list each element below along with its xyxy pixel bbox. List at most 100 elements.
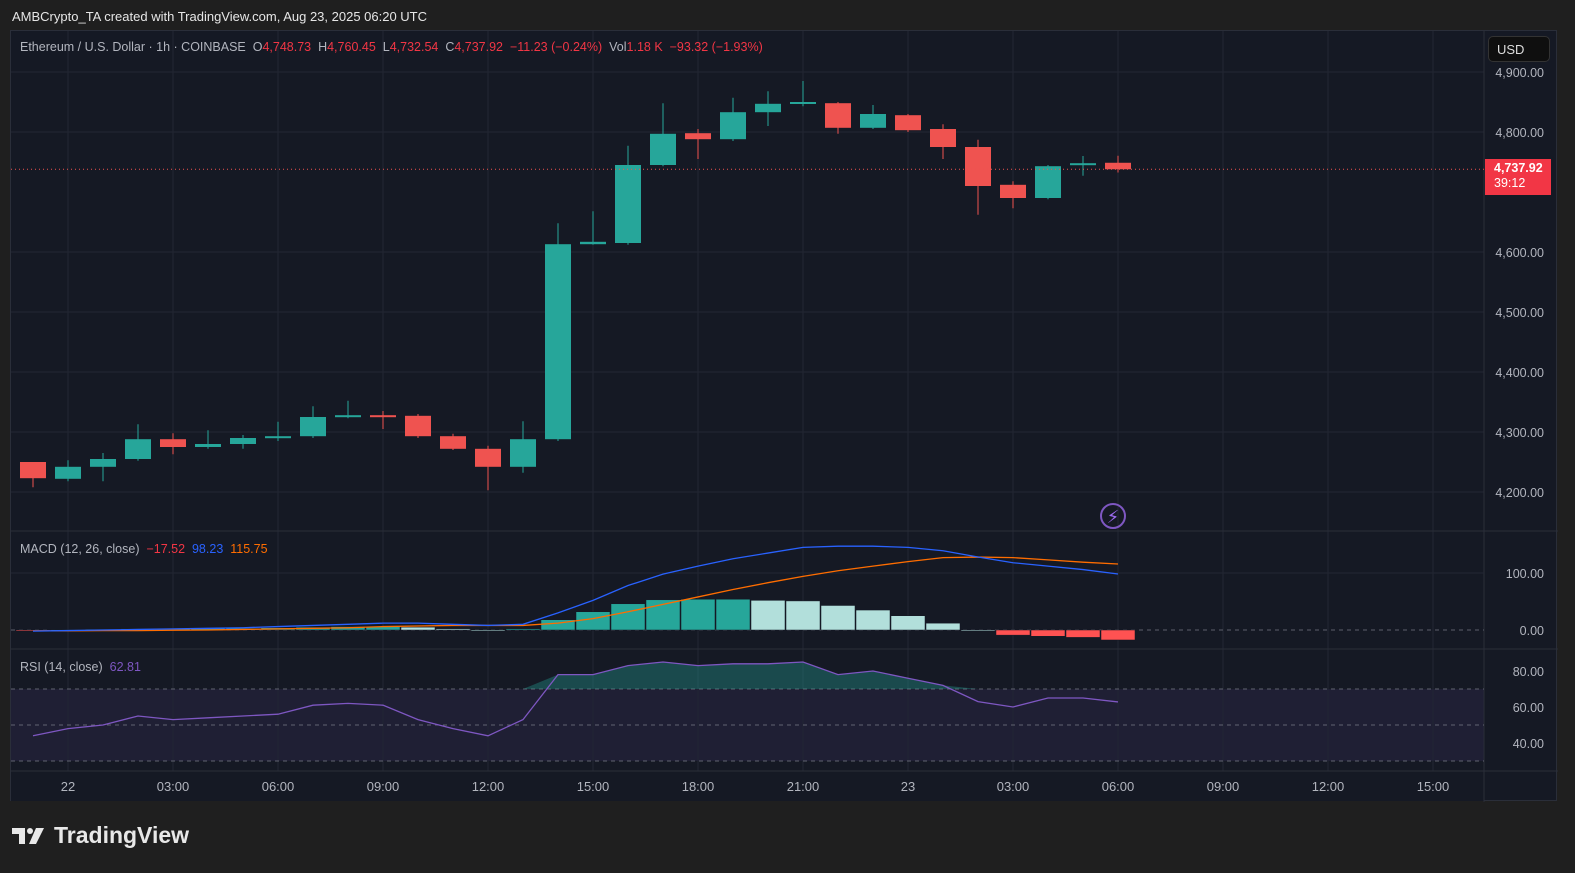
chart-credit: AMBCrypto_TA created with TradingView.co… [12, 9, 428, 24]
candle-body [615, 165, 641, 243]
candle-body [405, 415, 431, 437]
high-label: H [318, 40, 328, 54]
time-axis-label: 03:00 [997, 779, 1030, 794]
time-axis-label: 09:00 [367, 779, 400, 794]
candle-body [475, 448, 501, 467]
candle-body [930, 129, 956, 147]
bar-countdown: 39:12 [1494, 176, 1526, 190]
chart-frame[interactable]: 22 03:00 06:00 09:00 12:00 15:00 18:00 21:00 23 0… [10, 30, 1558, 802]
candle-body [55, 466, 81, 479]
candle-body [895, 115, 921, 131]
tradingview-logo[interactable]: TradingView [12, 822, 189, 849]
high-value: 4,760.45 [327, 40, 376, 54]
candle-body [685, 133, 711, 140]
last-price: 4,737.92 [1494, 161, 1543, 175]
rsi-value: 62.81 [109, 660, 141, 674]
macd-histogram-bar [610, 603, 646, 631]
candle-body [160, 439, 186, 447]
price-axis-label: 4,600.00 [1495, 246, 1544, 260]
rsi-overbought-fill [33, 662, 1118, 689]
time-axis-label: 18:00 [682, 779, 715, 794]
low-label: L [382, 40, 390, 54]
macd-histogram-bar [470, 629, 506, 632]
rsi-axis-label: 80.00 [1513, 665, 1544, 679]
rsi-axis-label: 60.00 [1513, 701, 1544, 715]
time-axis-label: 23 [901, 779, 915, 794]
time-axis-label: 21:00 [787, 779, 820, 794]
time-axis-label: 09:00 [1207, 779, 1240, 794]
price-axis-label: 4,800.00 [1495, 126, 1544, 140]
macd-value: 98.23 [191, 542, 224, 556]
candle-body [300, 417, 326, 437]
time-axis-label: 12:00 [1312, 779, 1345, 794]
candle-body [580, 241, 606, 245]
lightning-icon[interactable]: ⚡ [1100, 503, 1126, 529]
close-value: 4,737.92 [454, 40, 504, 54]
rsi-line [32, 661, 1119, 737]
macd-histogram-bar [1100, 629, 1136, 641]
candle-body [265, 436, 291, 439]
symbol-legend: Ethereum / U.S. Dollar · 1h · COINBASE O… [20, 40, 763, 54]
candle-body [755, 103, 781, 113]
candle-body [1035, 166, 1061, 198]
rsi-axis-label: 40.00 [1513, 737, 1544, 751]
macd-histogram-bar [680, 598, 716, 631]
candle-body [230, 438, 256, 444]
rsi-title[interactable]: RSI (14, close) [20, 660, 103, 674]
time-axis-label: 15:00 [1417, 779, 1450, 794]
macd-axis-label: 100.00 [1506, 567, 1544, 581]
price-axis-label: 4,200.00 [1495, 486, 1544, 500]
candle-body [545, 244, 571, 440]
macd-histogram-bar [855, 609, 891, 631]
candle-body [720, 112, 746, 140]
candle-body [20, 462, 46, 479]
time-axis-label: 22 [61, 779, 75, 794]
plot-background [11, 31, 1484, 801]
macd-histogram-bar [960, 629, 996, 632]
logo-text: TradingView [54, 822, 190, 848]
chart-canvas[interactable]: 22 03:00 06:00 09:00 12:00 15:00 18:00 21:00 23 0… [11, 31, 1558, 802]
macd-histogram-bar [505, 628, 541, 631]
last-price-label: 4,737.92 39:12 [1485, 159, 1551, 195]
time-axis-label: 15:00 [577, 779, 610, 794]
symbol-title[interactable]: Ethereum / U.S. Dollar · 1h · COINBASE [20, 40, 246, 54]
low-value: 4,732.54 [389, 40, 439, 54]
macd-histogram-bar [1065, 629, 1101, 638]
macd-title[interactable]: MACD (12, 26, close) [20, 542, 140, 556]
macd-histogram-bar [575, 611, 611, 631]
time-axis-label: 06:00 [1102, 779, 1135, 794]
macd-histogram-bar [925, 622, 961, 631]
price-axis-label: 4,300.00 [1495, 426, 1544, 440]
macd-histogram-bar [890, 615, 926, 631]
candle-body [860, 114, 886, 128]
time-axis-label: 12:00 [472, 779, 505, 794]
macd-axis-label: 0.00 [1520, 624, 1544, 638]
volume-label: Vol [609, 40, 627, 54]
macd-signal-line [33, 556, 1119, 632]
candle-body [1105, 162, 1131, 170]
price-axis-label: 4,500.00 [1495, 306, 1544, 320]
candle-body [825, 103, 851, 128]
candle-body [370, 415, 396, 418]
macd-signal-value: 115.75 [230, 542, 268, 556]
candle-body [440, 436, 466, 449]
macd-histogram-bar [820, 605, 856, 631]
open-value: 4,748.73 [262, 40, 312, 54]
close-label: C [445, 40, 455, 54]
currency-button[interactable]: USD [1488, 36, 1550, 62]
price-axis-label: 4,400.00 [1495, 366, 1544, 380]
volume-value: 1.18 K [626, 40, 663, 54]
time-axis-label: 03:00 [157, 779, 190, 794]
candle-body [1000, 184, 1026, 198]
volume-change: −93.32 (−1.93%) [669, 40, 763, 54]
macd-histogram-bar [995, 629, 1031, 636]
candle-body [125, 439, 151, 459]
time-axis-label: 06:00 [262, 779, 295, 794]
candle-body [1070, 163, 1096, 166]
candle-body [335, 415, 361, 418]
macd-hist-value: −17.52 [146, 542, 186, 556]
macd-legend: MACD (12, 26, close) −17.52 98.23 115.75 [20, 542, 268, 556]
candle-body [965, 147, 991, 186]
candle-body [510, 439, 536, 467]
macd-histogram-bar [1030, 629, 1066, 637]
